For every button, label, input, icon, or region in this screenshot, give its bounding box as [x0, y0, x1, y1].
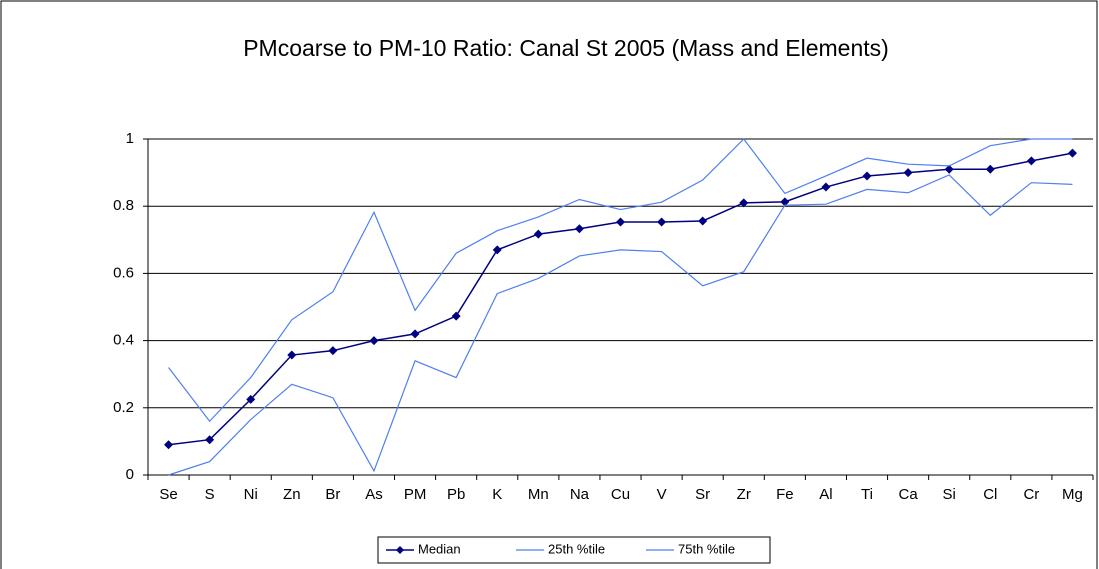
x-tick-label: Na [570, 486, 590, 503]
x-tick-label: Cr [1023, 486, 1039, 503]
data-marker [985, 164, 995, 174]
legend-marker [396, 546, 404, 554]
x-tick-label: Ti [861, 486, 873, 503]
legend-box [377, 536, 771, 564]
x-tick-label: V [657, 486, 667, 503]
data-marker [903, 168, 913, 178]
data-marker [205, 435, 215, 445]
chart-title: PMcoarse to PM-10 Ratio: Canal St 2005 (… [243, 35, 889, 61]
data-marker [369, 336, 379, 346]
data-marker [492, 245, 502, 255]
x-tick-label: Mn [528, 486, 549, 503]
x-tick-label: Mg [1062, 486, 1083, 503]
data-marker [862, 171, 872, 181]
data-marker [328, 346, 338, 356]
x-tick-label: Zr [737, 486, 751, 503]
x-tick-label: Fe [776, 486, 794, 503]
legend-label: Median [418, 541, 461, 556]
x-tick-label: Zn [283, 486, 301, 503]
legend-label: 25th %tile [548, 541, 605, 556]
data-marker [739, 198, 749, 208]
x-tick-label: Al [819, 486, 832, 503]
data-marker [944, 164, 954, 174]
data-marker [1026, 156, 1036, 166]
data-marker [821, 182, 831, 192]
y-tick-label: 0.8 [113, 197, 134, 214]
x-tick-label: Cu [611, 486, 630, 503]
series-line [168, 174, 1073, 476]
series-line [168, 138, 1073, 423]
x-tick-label: K [492, 486, 502, 503]
x-tick-label: Si [943, 486, 956, 503]
x-tick-label: As [365, 486, 383, 503]
data-marker [574, 224, 584, 234]
x-tick-label: Se [159, 486, 177, 503]
data-marker [410, 329, 420, 339]
data-marker [451, 311, 461, 321]
x-tick-label: Br [325, 486, 340, 503]
x-tick-label: Ca [899, 486, 919, 503]
data-marker [1067, 148, 1077, 158]
y-tick-label: 0 [126, 466, 134, 483]
x-tick-label: PM [404, 486, 427, 503]
legend-label: 75th %tile [678, 541, 735, 556]
data-marker [246, 394, 256, 404]
data-marker [164, 440, 174, 450]
data-marker [533, 229, 543, 239]
data-marker [698, 216, 708, 226]
y-tick-label: 1 [126, 130, 134, 147]
y-tick-label: 0.2 [113, 399, 134, 416]
x-tick-label: Cl [983, 486, 997, 503]
x-tick-label: Pb [447, 486, 465, 503]
x-tick-label: S [205, 486, 215, 503]
y-tick-label: 0.6 [113, 264, 134, 281]
x-tick-label: Sr [695, 486, 710, 503]
x-tick-label: Ni [244, 486, 258, 503]
y-tick-label: 0.4 [113, 332, 134, 349]
data-marker [657, 217, 667, 227]
data-marker [287, 350, 297, 360]
data-marker [780, 197, 790, 207]
data-marker [616, 217, 625, 227]
